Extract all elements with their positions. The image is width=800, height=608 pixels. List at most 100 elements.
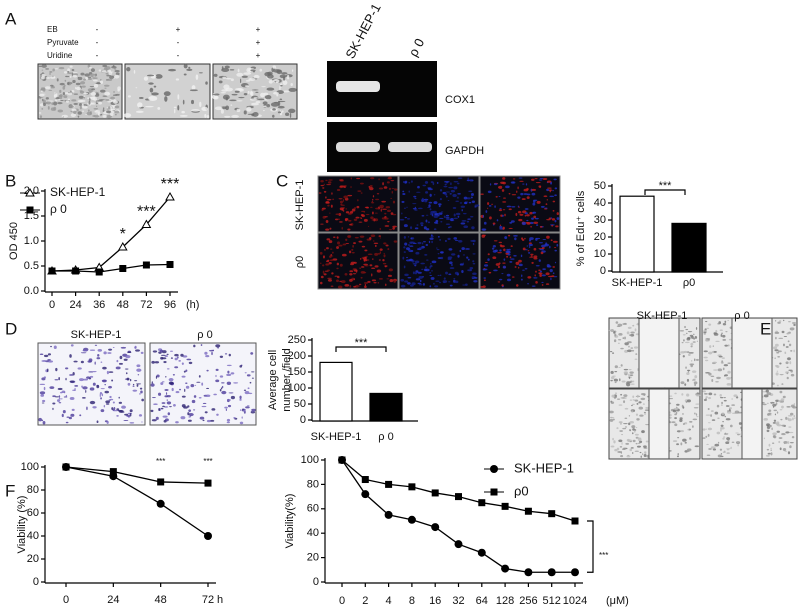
- texture: [554, 261, 557, 264]
- texture: [229, 69, 235, 71]
- texture: [443, 185, 448, 188]
- texture: [533, 255, 538, 258]
- texture: [239, 398, 242, 401]
- texture: [356, 205, 360, 209]
- texture: [253, 74, 260, 79]
- texture: [139, 393, 141, 395]
- texture: [627, 349, 632, 353]
- texture: [471, 226, 475, 230]
- texture: [429, 213, 433, 215]
- texture: [209, 419, 215, 422]
- texture: [720, 453, 723, 455]
- texture: [112, 346, 115, 349]
- texture: [379, 204, 384, 208]
- texture: [772, 404, 775, 406]
- point: [431, 489, 439, 497]
- texture: [39, 115, 43, 119]
- texture: [763, 437, 766, 440]
- texture: [115, 366, 121, 370]
- texture: [774, 320, 777, 322]
- texture: [430, 234, 433, 237]
- texture: [776, 421, 780, 425]
- texture: [336, 236, 339, 239]
- texture: [467, 177, 469, 181]
- texture: [323, 190, 327, 193]
- texture: [727, 319, 730, 321]
- texture: [438, 203, 442, 206]
- texture: [447, 237, 451, 241]
- texture: [272, 114, 275, 118]
- texture: [69, 380, 75, 383]
- texture: [421, 242, 424, 245]
- texture: [793, 349, 795, 353]
- texture: [793, 415, 795, 417]
- texture: [320, 275, 324, 279]
- texture: [77, 115, 80, 118]
- texture: [88, 100, 91, 105]
- texture: [676, 403, 680, 406]
- texture: [132, 383, 135, 386]
- texture: [642, 453, 644, 456]
- texture: [358, 240, 363, 243]
- texture: [450, 253, 456, 256]
- texture: [534, 178, 538, 180]
- texture: [445, 240, 447, 242]
- texture: [693, 381, 698, 385]
- texture: [686, 393, 690, 397]
- texture: [712, 361, 718, 364]
- texture: [86, 406, 88, 411]
- texture: [774, 413, 777, 416]
- texture: [106, 108, 111, 110]
- texture: [624, 417, 628, 420]
- texture: [103, 404, 106, 408]
- texture: [610, 445, 615, 448]
- texture: [789, 327, 795, 331]
- texture: [709, 345, 712, 348]
- texture: [513, 254, 517, 257]
- image-title: SK-HEP-1: [71, 329, 122, 341]
- texture: [43, 376, 47, 379]
- texture: [775, 343, 779, 347]
- texture: [360, 266, 365, 268]
- texture: [708, 392, 713, 396]
- texture: [63, 391, 66, 394]
- texture: [82, 397, 86, 399]
- texture: [150, 409, 154, 413]
- texture: [174, 353, 179, 357]
- texture: [522, 247, 526, 251]
- texture: [626, 381, 631, 384]
- texture: [401, 200, 405, 204]
- texture: [546, 264, 550, 268]
- texture: [113, 91, 115, 93]
- texture: [375, 198, 380, 201]
- texture: [246, 405, 250, 407]
- texture: [677, 452, 679, 456]
- texture: [285, 112, 290, 117]
- texture: [89, 387, 95, 391]
- texture: [67, 98, 71, 101]
- texture: [542, 178, 548, 180]
- point: [384, 510, 393, 519]
- texture: [342, 198, 345, 202]
- texture: [69, 354, 72, 358]
- texture: [529, 211, 533, 215]
- texture: [174, 108, 176, 114]
- texture: [129, 409, 133, 413]
- row-label: SK-HEP-1: [294, 180, 306, 231]
- texture: [230, 395, 236, 400]
- texture: [683, 350, 688, 354]
- series-line: [341, 459, 575, 573]
- texture: [110, 112, 114, 116]
- texture: [332, 258, 338, 261]
- texture: [693, 337, 695, 340]
- texture: [412, 203, 417, 205]
- texture: [364, 285, 367, 289]
- texture: [770, 401, 775, 404]
- texture: [404, 280, 409, 283]
- texture: [151, 419, 157, 422]
- texture: [126, 377, 130, 381]
- texture: [794, 417, 796, 420]
- texture: [631, 452, 634, 454]
- texture: [457, 177, 463, 179]
- texture: [372, 195, 375, 198]
